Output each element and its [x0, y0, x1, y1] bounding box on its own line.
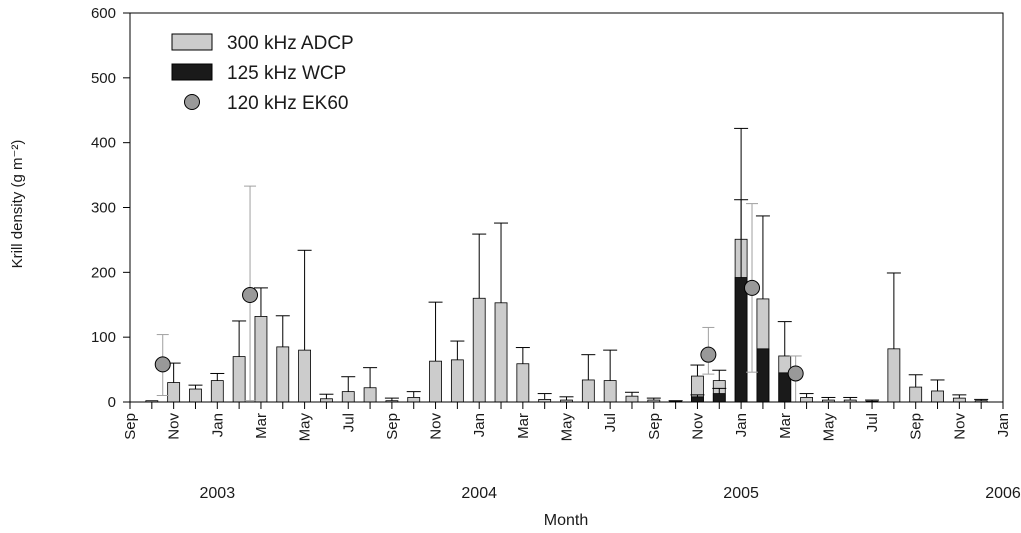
x-tick-label: Jul — [602, 413, 619, 432]
y-tick-label: 600 — [91, 5, 116, 22]
legend-label: 120 kHz EK60 — [227, 93, 348, 114]
y-axis-ticks: 0 100 200 300 400 500 600 — [91, 5, 130, 411]
y-tick-label: 400 — [91, 135, 116, 152]
y-tick-label: 500 — [91, 70, 116, 87]
ek60-point — [744, 279, 761, 296]
x-tick-label: Jul — [340, 413, 357, 432]
adcp-bar — [276, 346, 290, 403]
legend-label: 125 kHz WCP — [227, 63, 346, 84]
adcp-bar — [625, 395, 639, 403]
x-tick-label: Nov — [428, 413, 445, 440]
adcp-bar — [254, 316, 268, 403]
x-tick-label: Sep — [646, 413, 663, 440]
x-tick-label: Sep — [908, 413, 925, 440]
y-axis-label: Krill density (g m⁻²) — [9, 140, 26, 269]
x-tick-label: Mar — [515, 413, 532, 439]
x-axis: Sep Nov Jan Mar May Jul Sep Nov Jan Mar May Jul Sep N… — [122, 402, 1021, 502]
y-tick-label: 100 — [91, 329, 116, 346]
adcp-bar — [450, 359, 464, 403]
year-label: 2005 — [723, 485, 759, 502]
legend: 300 kHz ADCP 125 kHz WCP 120 kHz EK60 — [171, 33, 354, 114]
x-tick-label: Sep — [122, 413, 139, 440]
x-tick-label: Mar — [777, 413, 794, 439]
wcp-bar — [734, 277, 748, 403]
ek60-point — [700, 346, 717, 363]
ek60-points — [154, 185, 804, 403]
year-label: 2004 — [461, 485, 497, 502]
ek60-point — [787, 365, 804, 382]
adcp-bar — [298, 349, 312, 403]
x-tick-label: Nov — [166, 413, 183, 440]
adcp-bar — [931, 390, 944, 403]
x-tick-label: Jan — [471, 413, 488, 437]
x-tick-label: May — [559, 413, 576, 442]
year-label: 2003 — [200, 485, 236, 502]
legend-swatch — [171, 63, 213, 81]
x-tick-label: Jan — [995, 413, 1012, 437]
x-tick-label: May — [297, 413, 314, 442]
adcp-bar — [603, 380, 617, 403]
adcp-bar — [167, 382, 181, 403]
y-tick-label: 300 — [91, 200, 116, 217]
x-tick-label: Nov — [689, 413, 706, 440]
x-tick-label: Jan — [209, 413, 226, 437]
x-tick-label: May — [820, 413, 837, 442]
x-tick-label: Nov — [951, 413, 968, 440]
adcp-bar — [887, 348, 901, 403]
adcp-bar — [429, 360, 442, 403]
year-label: 2006 — [985, 485, 1021, 502]
y-tick-label: 200 — [91, 264, 116, 281]
legend-marker — [184, 94, 200, 110]
x-axis-label: Month — [544, 512, 588, 529]
adcp-bar — [494, 302, 508, 403]
adcp-bar — [341, 391, 355, 403]
wcp-bar — [712, 393, 726, 403]
legend-swatch — [171, 33, 213, 51]
adcp-bar — [952, 397, 966, 403]
adcp-bar — [800, 397, 813, 403]
wcp-bar — [691, 396, 704, 403]
bar-marks — [145, 127, 989, 403]
adcp-bar — [909, 386, 923, 403]
y-tick-label: 0 — [108, 394, 116, 411]
legend-label: 300 kHz ADCP — [227, 33, 354, 54]
adcp-bar — [516, 363, 530, 403]
adcp-bar — [363, 387, 377, 403]
x-tick-label: Jul — [864, 413, 881, 432]
adcp-bar — [472, 297, 486, 403]
x-tick-label: Jan — [733, 413, 750, 437]
ek60-point — [242, 287, 259, 304]
x-tick-label: Mar — [253, 413, 270, 439]
wcp-bar — [756, 348, 770, 403]
adcp-bar — [407, 397, 421, 403]
adcp-bar — [232, 356, 246, 403]
x-tick-label: Sep — [384, 413, 401, 440]
adcp-bar — [581, 379, 595, 403]
adcp-bar — [210, 380, 224, 403]
adcp-bar — [189, 388, 202, 403]
ek60-point — [154, 356, 171, 373]
